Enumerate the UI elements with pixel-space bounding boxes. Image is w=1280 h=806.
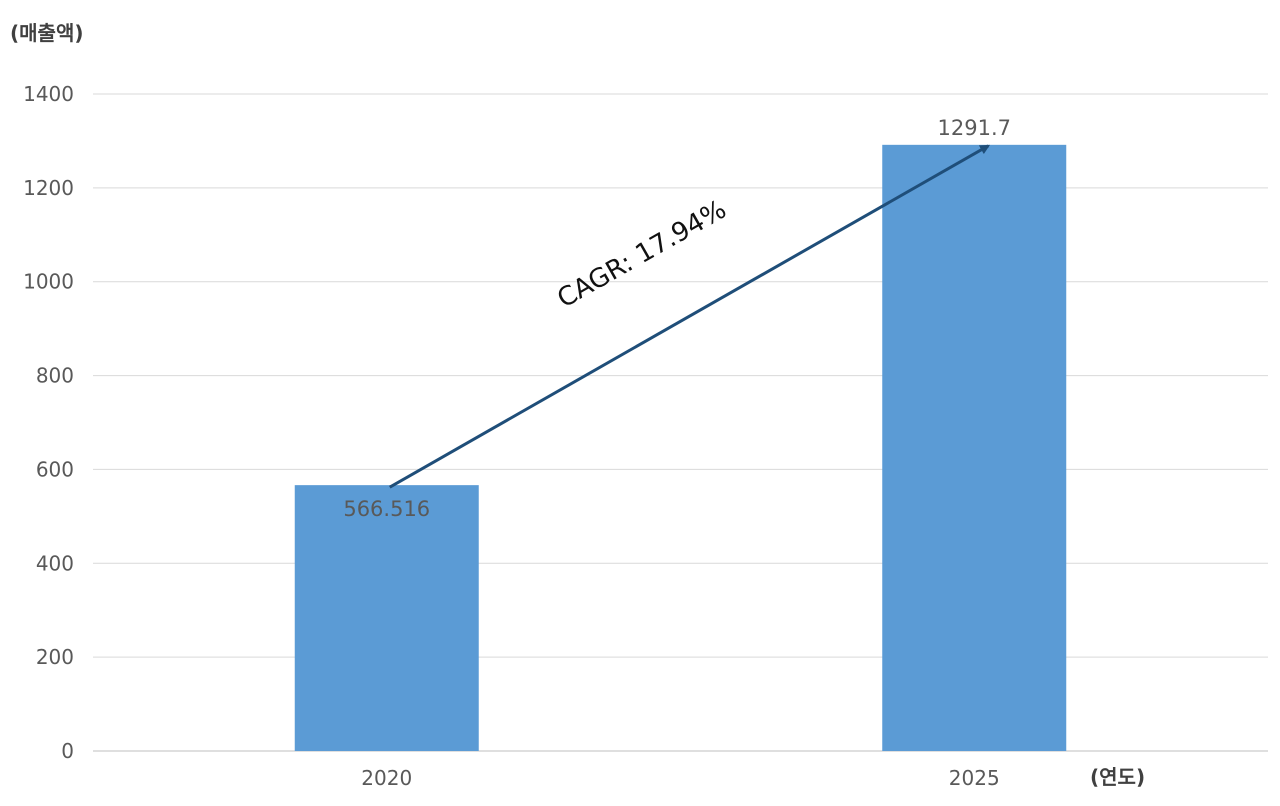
data-labels: 566.516 1291.7 <box>343 116 1011 521</box>
y-tick-label: 800 <box>36 364 74 388</box>
axes: 0 200 400 600 800 1000 1200 1400 2020 2025 <box>23 82 1000 790</box>
y-tick-label: 400 <box>36 551 74 575</box>
data-label: 1291.7 <box>938 116 1011 140</box>
y-axis-title: (매출액) <box>10 21 83 45</box>
bar <box>294 485 479 751</box>
data-label: 566.516 <box>343 497 430 521</box>
y-tick-label: 0 <box>61 739 74 763</box>
x-tick-label: 2025 <box>949 766 1000 790</box>
cagr-arrow <box>389 144 990 489</box>
y-tick-label: 1200 <box>23 176 74 200</box>
x-tick-label: 2020 <box>361 766 412 790</box>
y-tick-label: 200 <box>36 645 74 669</box>
bar <box>882 144 1067 752</box>
gridlines <box>93 93 1268 752</box>
y-tick-label: 1000 <box>23 270 74 294</box>
y-tick-label: 1400 <box>23 82 74 106</box>
x-axis-title: (연도) <box>1090 765 1145 789</box>
cagr-annotation: CAGR: 17.94% <box>552 195 731 315</box>
y-tick-label: 600 <box>36 457 74 481</box>
bars <box>294 144 1067 752</box>
